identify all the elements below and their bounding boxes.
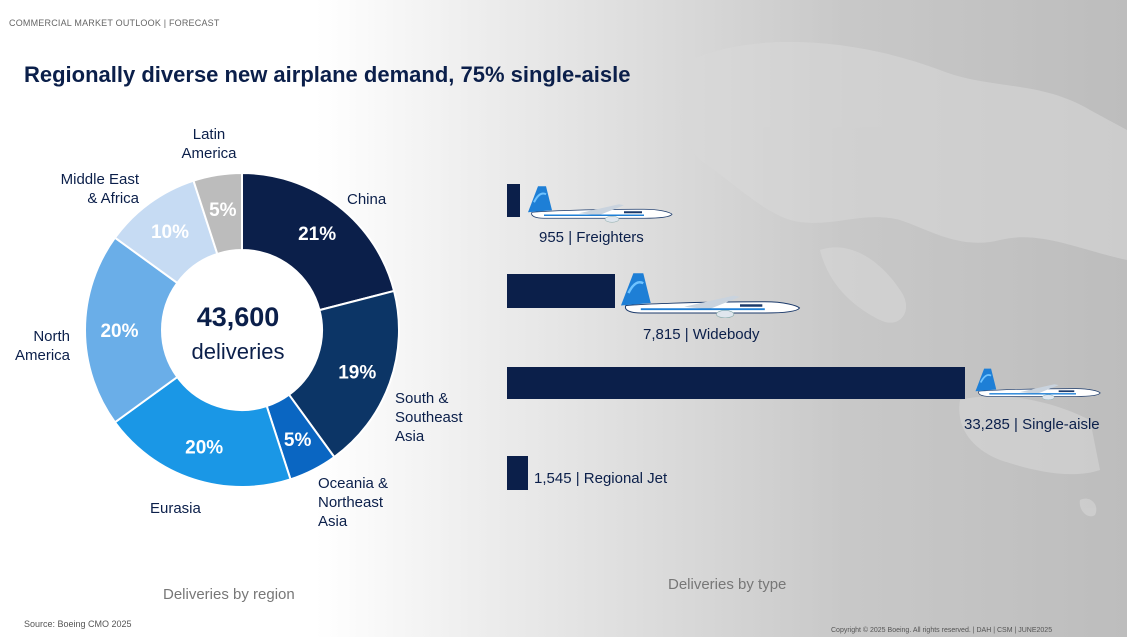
- slice-value-label: 5%: [209, 200, 237, 221]
- freighter-plane-icon: [528, 186, 673, 223]
- slice-value-label: 21%: [298, 224, 336, 245]
- donut-slice-eurasia: [113, 375, 292, 488]
- region-label: Middle East & Africa: [60, 171, 139, 207]
- region-label: North America: [14, 328, 70, 364]
- source-note: Source: Boeing CMO 2025: [24, 619, 132, 629]
- region-label: Eurasia: [150, 500, 201, 517]
- slice-value-label: 20%: [185, 438, 223, 459]
- region-label: China: [347, 191, 387, 208]
- region-chart-caption: Deliveries by region: [163, 586, 295, 603]
- bar-regional-jet: [507, 456, 529, 490]
- slice-value-label: 10%: [151, 222, 189, 243]
- bar-value-label: 1,545 | Regional Jet: [534, 470, 668, 487]
- bar-widebody: [507, 274, 615, 308]
- bar-single-aisle: [507, 367, 965, 399]
- region-label: South & Southeast Asia: [395, 390, 463, 445]
- copyright-note: Copyright © 2025 Boeing. All rights rese…: [831, 627, 1053, 634]
- slice-value-label: 5%: [284, 430, 312, 451]
- region-donut-chart: 21% 19% 5% 20% 20% 10% 5%: [84, 171, 400, 488]
- bar-value-label: 7,815 | Widebody: [643, 326, 760, 343]
- donut-slice-south-southeast-asia: [287, 289, 400, 459]
- donut-slice-china: [241, 171, 396, 312]
- breadcrumb: COMMERCIAL MARKET OUTLOOK | FORECAST: [9, 18, 220, 28]
- page-title: Regionally diverse new airplane demand, …: [24, 62, 631, 87]
- widebody-plane-icon: [620, 273, 801, 319]
- donut-slice-latin-america: [192, 171, 243, 256]
- bar-freighters: [507, 184, 521, 217]
- donut-slice-north-america: [84, 236, 179, 424]
- region-label: Oceania & Northeast Asia: [318, 475, 389, 530]
- slice-value-label: 20%: [100, 321, 138, 342]
- region-label: Latin America: [181, 126, 237, 162]
- single-aisle-plane-icon: [975, 368, 1101, 401]
- total-deliveries-value: 43,600: [196, 302, 280, 332]
- donut-center: [163, 251, 321, 409]
- total-deliveries-label: deliveries: [191, 339, 285, 364]
- type-chart-caption: Deliveries by type: [668, 576, 787, 593]
- slice-value-label: 19%: [338, 362, 376, 383]
- bar-value-label: 33,285 | Single-aisle: [964, 416, 1100, 433]
- bar-value-label: 955 | Freighters: [539, 229, 644, 246]
